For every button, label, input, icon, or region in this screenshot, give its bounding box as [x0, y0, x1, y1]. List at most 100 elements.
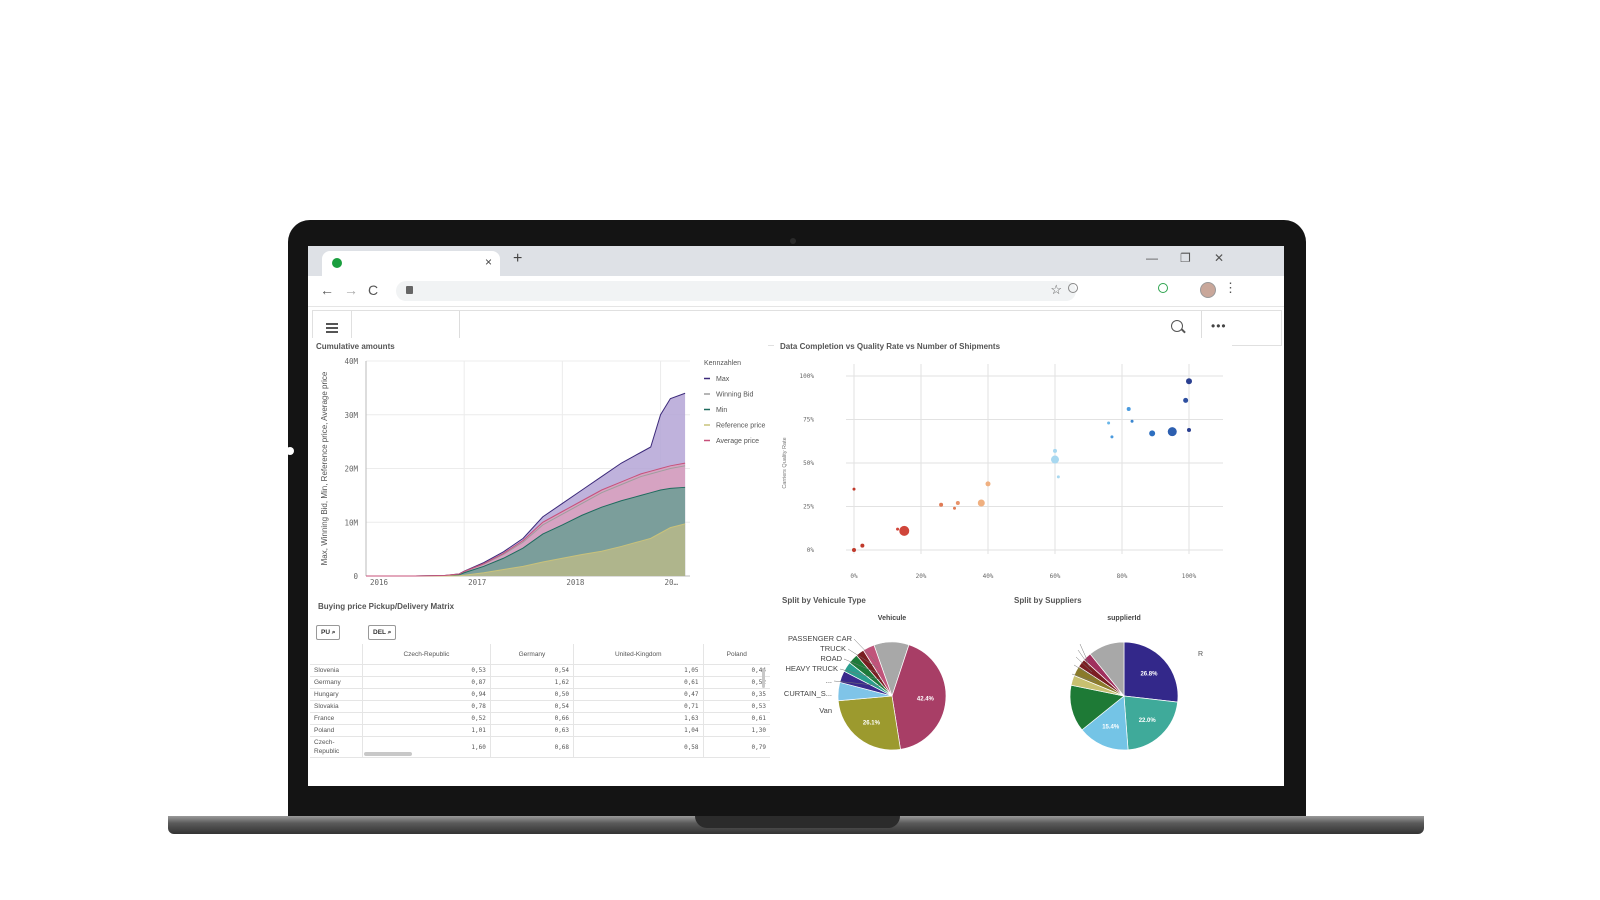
x-tick-label: 20…: [665, 578, 679, 587]
table-cell[interactable]: 0,44: [702, 664, 770, 677]
legend-title: Kennzahlen: [704, 360, 741, 367]
table-cell[interactable]: 0,63: [489, 724, 574, 737]
scatter-point: [852, 487, 856, 491]
table-cell[interactable]: 1,05: [573, 664, 704, 677]
pu-filter-button[interactable]: PU ⌕: [316, 625, 341, 640]
table-cell[interactable]: 0,50: [489, 688, 574, 701]
panel-title: Split by Vehicule Type: [782, 596, 866, 605]
row-label: Hungary: [310, 688, 363, 701]
pie-dimension-label: Vehicule: [878, 615, 907, 622]
del-filter-label: DEL: [373, 629, 386, 636]
vertical-scrollbar[interactable]: [762, 668, 765, 688]
table-cell[interactable]: 0,87: [362, 676, 491, 689]
legend-label: Max: [716, 376, 730, 383]
scatter-point: [939, 502, 944, 507]
vehicle-pie-chart: Vehicule 42.4% 26.1% PASSENGER CARTRUCKROAD…: [784, 615, 947, 751]
tab-close-icon[interactable]: ×: [484, 255, 492, 269]
table-row[interactable]: Czech-Republic 1,60 0,68 0,58 0,79: [310, 736, 770, 758]
table-cell[interactable]: 0,61: [573, 676, 704, 689]
table-cell[interactable]: 0,68: [489, 736, 574, 758]
scatter-point: [1107, 421, 1111, 425]
scatter-point: [1183, 397, 1189, 403]
table-cell[interactable]: 1,62: [489, 676, 574, 689]
y-tick-label: 50%: [803, 460, 814, 467]
profile-avatar[interactable]: [1200, 282, 1216, 298]
column-header[interactable]: Czech-Republic: [362, 644, 491, 665]
table-cell[interactable]: 0,35: [702, 688, 770, 701]
table-cell[interactable]: 0,54: [489, 700, 574, 713]
x-tick-label: 60%: [1050, 573, 1061, 580]
table-cell[interactable]: 1,30: [702, 724, 770, 737]
legend-label: Min: [716, 407, 727, 414]
pie-side-label: PASSENGER CAR: [788, 634, 853, 643]
table-row[interactable]: Hungary 0,94 0,50 0,47 0,35: [310, 688, 770, 701]
table-cell[interactable]: 0,78: [362, 700, 491, 713]
extension-icon[interactable]: [1068, 283, 1078, 293]
browser-menu-icon[interactable]: ⋮: [1224, 280, 1237, 295]
del-filter-button[interactable]: DEL ⌕: [368, 625, 397, 640]
table-row[interactable]: Poland 1,01 0,63 1,04 1,30: [310, 724, 770, 737]
bookmark-star-icon[interactable]: ☆: [1050, 282, 1062, 297]
url-input[interactable]: ☆: [396, 281, 1076, 301]
minimize-icon[interactable]: —: [1146, 251, 1158, 265]
legend-label: Reference price: [716, 423, 766, 430]
search-icon[interactable]: [1171, 320, 1183, 332]
pie-side-label: R: [1198, 651, 1203, 658]
y-tick-label: 10M: [344, 518, 358, 527]
table-row[interactable]: Slovenia 0,53 0,54 1,05 0,44: [310, 664, 770, 677]
supplier-pie-panel: Split by Suppliers supplierId 26.8% 22.0% 1…: [1008, 592, 1238, 764]
table-cell[interactable]: 0,58: [573, 736, 704, 758]
table-cell[interactable]: 0,79: [702, 736, 770, 758]
table-cell[interactable]: 0,61: [702, 712, 770, 725]
table-cell[interactable]: 1,01: [362, 724, 491, 737]
table-row[interactable]: Slovakia 0,78 0,54 0,71 0,53: [310, 700, 770, 713]
check-extension-icon[interactable]: [1158, 283, 1168, 293]
forward-icon[interactable]: →: [344, 282, 358, 298]
table-cell[interactable]: 0,53: [702, 700, 770, 713]
y-tick-label: 40M: [344, 357, 358, 366]
scatter-point: [896, 527, 900, 531]
column-header[interactable]: Germany: [489, 644, 574, 665]
scatter-point: [860, 543, 865, 548]
panel-title: Cumulative amounts: [316, 342, 395, 351]
column-header[interactable]: United-Kingdom: [573, 644, 704, 665]
matrix-body: Slovenia 0,53 0,54 1,05 0,44 Germany 0,87 1,62 0…: [310, 664, 770, 758]
pie-side-label: Van: [819, 706, 832, 715]
table-cell[interactable]: 0,52: [362, 712, 491, 725]
table-cell[interactable]: 0,71: [573, 700, 704, 713]
panel-title: Data Completion vs Quality Rate vs Numbe…: [780, 342, 1001, 351]
table-cell[interactable]: 0,66: [489, 712, 574, 725]
y-axis-label: Max, Winning Bid, Min, Reference price, …: [320, 371, 329, 565]
browser-tab[interactable]: ×: [322, 251, 500, 276]
table-cell[interactable]: 0,54: [489, 664, 574, 677]
table-cell[interactable]: 1,63: [573, 712, 704, 725]
table-row[interactable]: France 0,52 0,66 1,63 0,61: [310, 712, 770, 725]
horizontal-scrollbar[interactable]: [364, 752, 412, 756]
scatter-point: [1110, 435, 1114, 439]
scatter-point: [1167, 427, 1177, 437]
window-close-icon[interactable]: ✕: [1214, 251, 1225, 265]
table-row[interactable]: Germany 0,87 1,62 0,61 0,52: [310, 676, 770, 689]
hamburger-menu-icon[interactable]: [313, 311, 352, 345]
column-header[interactable]: Poland: [702, 644, 770, 665]
table-cell[interactable]: 1,04: [573, 724, 704, 737]
table-cell[interactable]: 0,53: [362, 664, 491, 677]
restore-icon[interactable]: ❐: [1180, 251, 1191, 265]
reload-icon[interactable]: C: [368, 282, 379, 298]
row-label: France: [310, 712, 363, 725]
table-cell[interactable]: 0,47: [573, 688, 704, 701]
pie-leader-line: [1079, 643, 1089, 663]
table-cell[interactable]: 0,52: [702, 676, 770, 689]
pie-leader-line: [833, 680, 885, 687]
cumulative-area-chart: 0 10M 20M 30M 40M 2016 2017 2018 20… Max, Winning…: [320, 357, 766, 587]
table-cell[interactable]: 0,94: [362, 688, 491, 701]
pie-data-label: 15.4%: [1102, 725, 1120, 731]
back-icon[interactable]: ←: [320, 282, 334, 298]
legend-label: Average price: [716, 438, 759, 445]
pie-side-label: ROAD: [820, 654, 842, 663]
more-options-icon[interactable]: •••: [1211, 319, 1227, 333]
new-tab-icon[interactable]: +: [513, 250, 523, 267]
pie-slice: [891, 644, 947, 750]
scatter-point: [953, 506, 956, 510]
row-label: Germany: [310, 676, 363, 689]
